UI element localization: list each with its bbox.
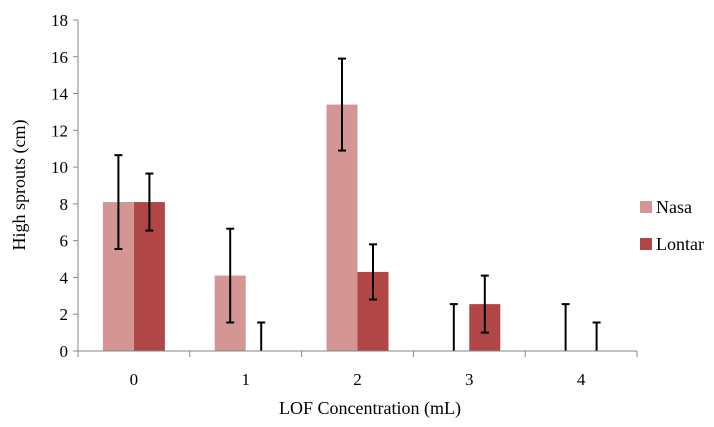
error-bar-lontar-3 [480, 274, 489, 334]
y-tick-label: 12 [51, 121, 68, 140]
y-tick-label: 0 [60, 342, 69, 361]
legend-label-lontar: Lontar [656, 234, 704, 254]
legend-swatch-nasa [640, 201, 652, 213]
x-axis-ticks: 0 1 2 3 4 [77, 351, 638, 389]
legend-label-nasa: Nasa [656, 197, 692, 217]
x-axis-title: LOF Concentration (mL) [279, 398, 461, 419]
y-axis-title: High sprouts (cm) [9, 120, 30, 251]
error-bar-lontar-0 [145, 172, 154, 232]
error-bar-nasa-0 [114, 154, 123, 250]
x-tick-label: 0 [130, 370, 139, 389]
y-tick-label: 6 [60, 232, 69, 251]
y-tick-label: 14 [51, 85, 69, 104]
error-bars [114, 57, 601, 351]
error-bar-lontar-4 [592, 321, 601, 351]
y-tick-label: 8 [60, 195, 69, 214]
error-bar-lontar-2 [369, 243, 377, 301]
y-tick-label: 4 [60, 268, 69, 287]
bars [102, 104, 501, 351]
x-tick-label: 1 [241, 370, 250, 389]
error-bar-lontar-1 [257, 321, 266, 351]
error-bar-nasa-2 [338, 57, 346, 152]
y-axis-ticks: 0 2 4 6 8 10 12 14 16 18 [51, 11, 78, 361]
axes [77, 20, 637, 352]
y-tick-label: 2 [60, 305, 69, 324]
error-bar-nasa-3 [449, 303, 458, 351]
legend-swatch-lontar [640, 238, 652, 250]
x-tick-label: 3 [465, 370, 474, 389]
x-tick-label: 2 [353, 370, 362, 389]
y-tick-label: 16 [51, 48, 68, 67]
y-tick-label: 18 [51, 11, 68, 30]
error-bar-nasa-4 [561, 303, 570, 351]
error-bar-nasa-1 [226, 227, 235, 324]
legend: Nasa Lontar [640, 197, 704, 254]
x-tick-label: 4 [577, 370, 586, 389]
y-tick-label: 10 [51, 158, 68, 177]
